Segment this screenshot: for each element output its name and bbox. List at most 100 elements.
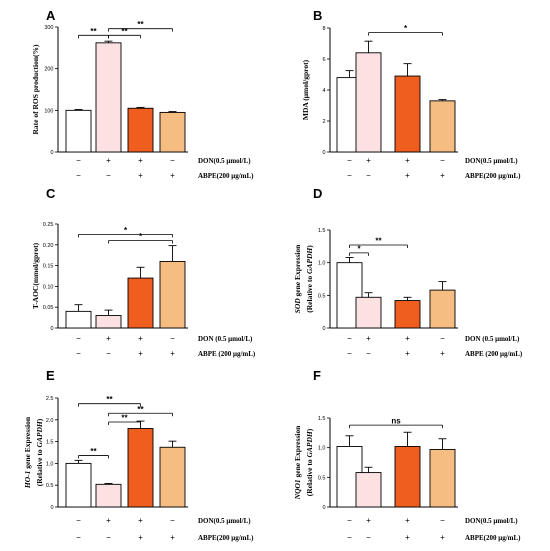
y-tick-label: 8 (322, 26, 325, 32)
significance-label: ** (137, 405, 144, 414)
y-axis-title: MDA (μmol/gprot) (301, 59, 310, 120)
bar (394, 75, 421, 153)
treatment-sign: + (170, 171, 175, 180)
treatment-sign: + (440, 533, 445, 542)
ylabel-part: HO-1 (23, 471, 32, 490)
treatment-label: ABPE (200 μg/mL) (465, 350, 523, 358)
bar (355, 52, 382, 153)
y-axis-title: HO-1 gene Expression (23, 416, 32, 489)
y-axis-title: T-AOC(mmol/gprot) (31, 242, 40, 309)
y-tick-label: 200 (44, 67, 53, 73)
treatment-sign: − (170, 156, 175, 165)
treatment-sign: + (405, 334, 410, 343)
treatment-sign: − (170, 516, 175, 525)
y-tick-label: 4 (322, 88, 325, 94)
bar (429, 289, 456, 329)
ylabel-part: gene Expression (23, 416, 32, 470)
y-tick-label: 0 (322, 326, 325, 332)
treatment-sign: + (405, 533, 410, 542)
treatment-sign: + (440, 171, 445, 180)
ylabel-part: ) (305, 428, 314, 431)
treatment-sign: − (347, 516, 352, 525)
y-tick-label: 100 (44, 108, 53, 114)
treatment-sign: − (366, 349, 371, 358)
y-tick-label: 0 (50, 150, 53, 156)
treatment-sign: + (138, 349, 143, 358)
significance-label: ** (90, 447, 97, 456)
treatment-sign: + (170, 533, 175, 542)
treatment-sign: + (106, 156, 111, 165)
bar (95, 42, 122, 153)
treatment-label: DON (0.5 μmol/L) (198, 335, 253, 343)
y-axis-title: Rate of ROS production(%) (31, 44, 40, 135)
y-tick-label: 1.5 (318, 228, 326, 234)
ylabel-part: ) (305, 245, 314, 248)
treatment-sign: + (405, 349, 410, 358)
y-tick-label: 0 (322, 505, 325, 511)
treatment-sign: − (76, 156, 81, 165)
bar (127, 428, 154, 508)
bar (159, 260, 186, 329)
bar (159, 111, 186, 153)
y-axis-title-line2: (Relative to GAPDH) (305, 428, 314, 496)
treatment-sign: − (347, 171, 352, 180)
treatment-label: DON (0.5 μmol/L) (465, 335, 520, 343)
bar (355, 296, 382, 329)
bar (429, 100, 456, 153)
y-tick-label: 1.0 (318, 446, 326, 452)
treatment-sign: − (366, 533, 371, 542)
bar (127, 107, 154, 153)
treatment-sign: − (106, 349, 111, 358)
panel-a: A 0 100 200 300 Rate of ROS production(%) ** **… (31, 8, 254, 180)
treatment-label: ABPE(200 μg/mL) (465, 172, 521, 180)
y-tick-label: 0 (322, 150, 325, 156)
treatment-label: DON(0.5 μmol/L) (465, 157, 518, 165)
ylabel-part: (Relative to (35, 448, 44, 487)
y-tick-label: 0.5 (318, 475, 326, 481)
treatment-sign: + (106, 334, 111, 343)
y-tick-label: 1.5 (318, 416, 326, 422)
y-axis-title-line2: (Relative to GAPDH) (305, 245, 314, 313)
treatment-sign: − (76, 334, 81, 343)
significance-label: * (404, 24, 408, 33)
treatment-label: DON(0.5 μmol/L) (198, 517, 251, 525)
bar (65, 310, 92, 329)
y-axis-title: SOD gene Expression (293, 244, 302, 313)
y-tick-label: 0.20 (43, 243, 54, 249)
treatment-sign: − (440, 334, 445, 343)
treatment-sign: − (76, 349, 81, 358)
ylabel-part: Rate of ROS production(%) (31, 44, 40, 135)
bar (429, 448, 456, 508)
treatment-sign: − (76, 533, 81, 542)
ylabel-part: gene Expression (293, 244, 302, 298)
ylabel-part: GAPDH (305, 247, 314, 274)
ylabel-part: (Relative to (305, 458, 314, 497)
y-tick-label: 0.15 (43, 264, 54, 270)
treatment-sign: + (440, 349, 445, 358)
treatment-sign: − (106, 171, 111, 180)
treatment-sign: + (366, 156, 371, 165)
significance-label: ** (137, 20, 144, 29)
y-tick-label: 1.0 (318, 261, 326, 267)
significance-label: ** (375, 237, 382, 246)
bar (394, 446, 421, 508)
panel-letter: D (313, 186, 322, 201)
treatment-sign: + (138, 171, 143, 180)
y-axis-title: NQO1 gene Expression (293, 425, 302, 500)
bar (127, 277, 154, 329)
treatment-sign: + (366, 516, 371, 525)
y-tick-label: 0.5 (318, 293, 326, 299)
panel-letter: F (313, 368, 321, 383)
panel-letter: C (46, 186, 56, 201)
treatment-sign: + (138, 516, 143, 525)
treatment-label: ABPE(200 μg/mL) (465, 534, 521, 542)
treatment-label: DON(0.5 μmol/L) (198, 157, 251, 165)
y-tick-label: 1.5 (46, 440, 54, 446)
bar (394, 300, 421, 329)
y-tick-label: 0 (50, 326, 53, 332)
y-tick-label: 2.0 (46, 418, 54, 424)
treatment-sign: + (405, 171, 410, 180)
treatment-sign: − (366, 171, 371, 180)
panel-e: E 0 0.5 1.0 1.5 2.0 2.5 HO-1 gene Expression (Re… (23, 368, 254, 542)
